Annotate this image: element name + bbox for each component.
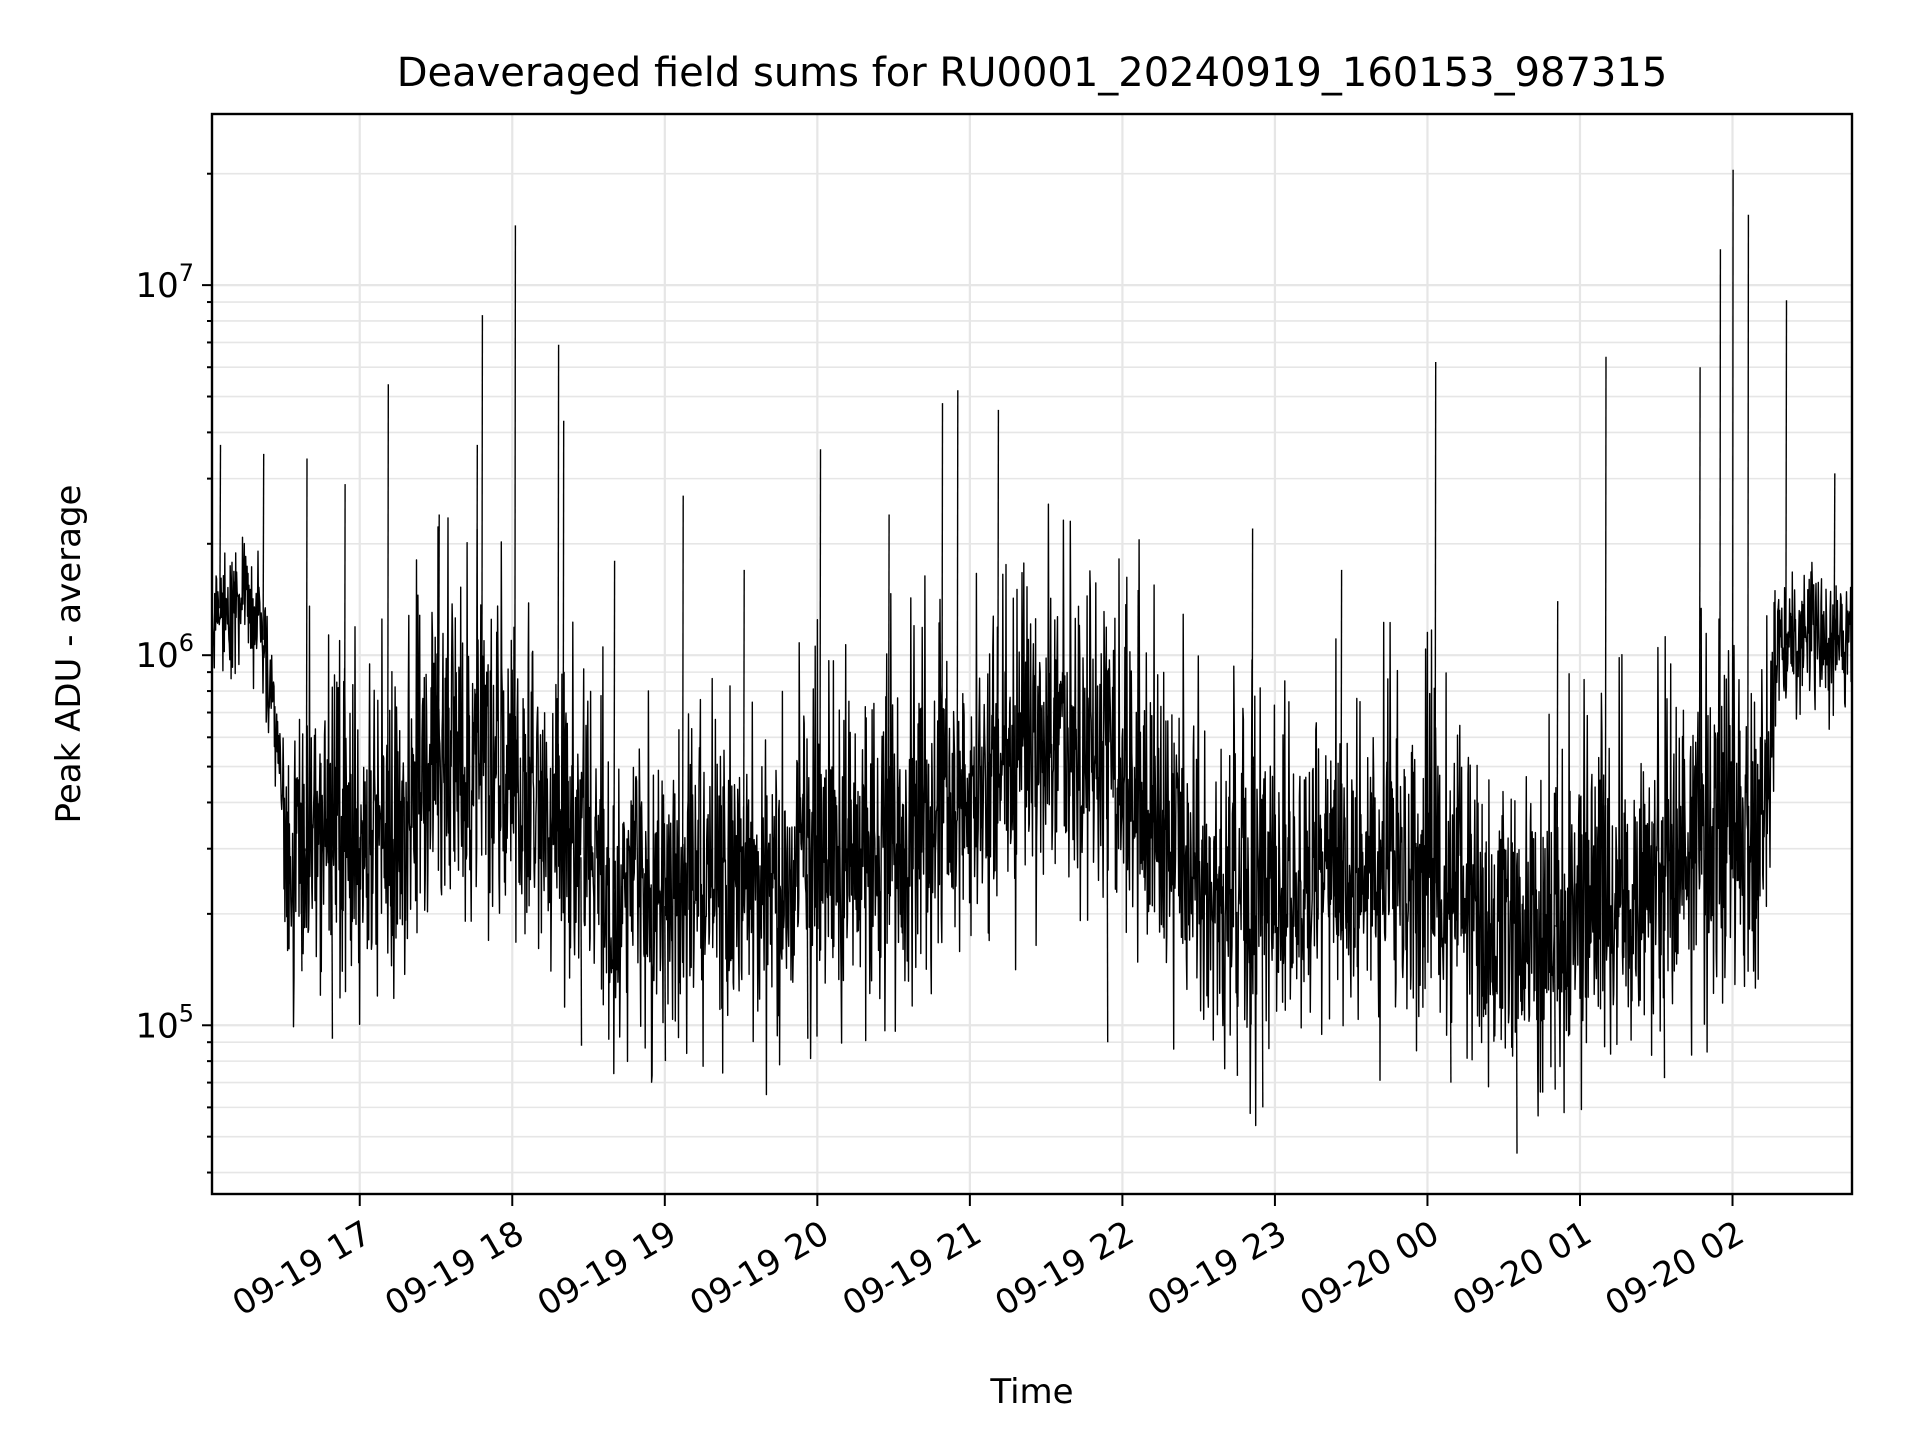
series-spike: [1236, 911, 1239, 1076]
series-spike: [1251, 528, 1254, 910]
series-spike: [1833, 473, 1836, 640]
series-spike: [1698, 367, 1701, 847]
series-line: [211, 503, 1853, 1127]
y-tick-label: 106: [135, 629, 194, 676]
y-axis-label: Peak ADU - average: [49, 485, 89, 824]
series-spike: [1556, 601, 1559, 925]
series-spike: [557, 344, 560, 830]
series-spike: [331, 850, 334, 1039]
series-spike: [742, 569, 745, 891]
series-spike: [262, 453, 265, 640]
y-tick-label: 105: [135, 999, 194, 1046]
series-spike: [476, 444, 478, 769]
series-spike: [1553, 924, 1556, 1090]
series-spike: [1261, 907, 1264, 1108]
series-spike: [1434, 361, 1437, 884]
series-spike: [887, 514, 890, 851]
series-spike: [1515, 929, 1518, 1154]
series-spike: [305, 458, 308, 852]
series-spike: [1106, 763, 1109, 1043]
series-layer: [211, 169, 1853, 1154]
series-spike: [664, 905, 667, 1062]
series-spike: [1785, 300, 1788, 646]
series-spike: [1136, 589, 1139, 792]
plot-frame: [210, 112, 1854, 1196]
series-spike: [514, 225, 517, 797]
series-spike: [387, 384, 389, 823]
series-spike: [1604, 356, 1607, 912]
series-spike: [219, 444, 222, 609]
series-spike: [437, 514, 440, 767]
series-spike: [300, 852, 303, 972]
series-spike: [956, 390, 959, 811]
series-spike: [1449, 893, 1452, 1083]
series-spike: [580, 857, 583, 1046]
series-spike: [681, 495, 684, 903]
series-spike: [481, 315, 484, 773]
series-spike: [343, 484, 346, 853]
series-spike: [1340, 569, 1343, 882]
x-axis-label: Time: [989, 1372, 1073, 1412]
y-tick-label: 107: [135, 259, 194, 306]
series-spike: [819, 449, 822, 871]
series-spike: [1663, 882, 1666, 1079]
series-spike: [613, 560, 616, 889]
series-spike: [1719, 249, 1722, 840]
series-spike: [562, 420, 565, 834]
series-spike: [1731, 169, 1734, 835]
series-spike: [806, 874, 809, 1039]
series-spike: [997, 409, 1000, 784]
series-spike: [1747, 214, 1750, 830]
series-spike: [941, 403, 944, 820]
chart-title: Deaveraged field sums for RU0001_2024091…: [397, 50, 1668, 96]
